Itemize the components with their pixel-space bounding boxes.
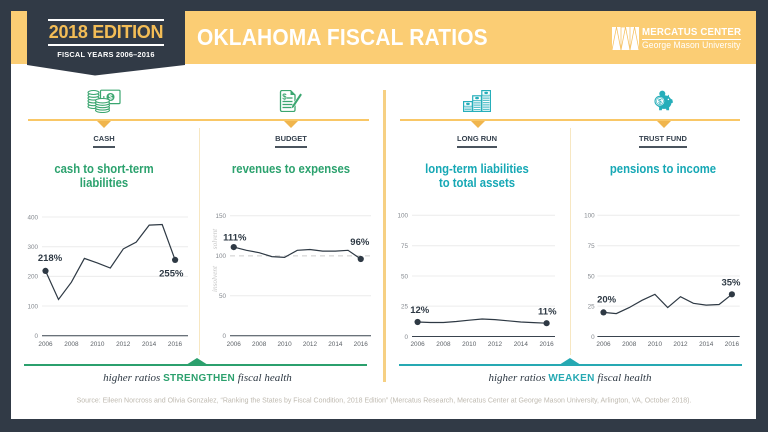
svg-text:2012: 2012 <box>116 341 131 348</box>
svg-text:2014: 2014 <box>699 341 714 348</box>
svg-text:400: 400 <box>27 214 38 221</box>
svg-text:0: 0 <box>222 333 226 340</box>
svg-text:50: 50 <box>219 293 227 300</box>
svg-text:100: 100 <box>397 213 408 220</box>
svg-text:2012: 2012 <box>303 341 318 348</box>
svg-text:2016: 2016 <box>725 341 740 348</box>
svg-text:insolvent: insolvent <box>211 265 219 292</box>
svg-text:$: $ <box>658 99 662 106</box>
svg-text:25: 25 <box>588 303 596 310</box>
svg-text:2016: 2016 <box>539 341 554 348</box>
svg-text:50: 50 <box>401 273 409 280</box>
svg-text:11%: 11% <box>538 307 557 318</box>
svg-text:2012: 2012 <box>488 341 503 348</box>
svg-text:218%: 218% <box>38 253 63 264</box>
svg-text:200: 200 <box>27 274 38 281</box>
svg-text:111%: 111% <box>223 232 247 243</box>
svg-text:20%: 20% <box>597 294 617 305</box>
svg-text:2010: 2010 <box>648 341 663 348</box>
svg-text:75: 75 <box>401 243 409 250</box>
svg-text:2014: 2014 <box>328 341 343 348</box>
svg-text:$: $ <box>108 93 112 102</box>
svg-text:2010: 2010 <box>462 341 477 348</box>
svg-text:2016: 2016 <box>354 341 369 348</box>
svg-text:2008: 2008 <box>252 341 267 348</box>
svg-text:2006: 2006 <box>38 341 53 348</box>
svg-text:0: 0 <box>34 333 38 340</box>
svg-text:2014: 2014 <box>142 341 157 348</box>
svg-text:2016: 2016 <box>168 341 183 348</box>
svg-text:300: 300 <box>27 244 38 251</box>
svg-text:2008: 2008 <box>64 341 79 348</box>
svg-text:2006: 2006 <box>410 341 425 348</box>
svg-text:2006: 2006 <box>227 341 242 348</box>
svg-text:25: 25 <box>401 303 409 310</box>
svg-text:2012: 2012 <box>673 341 688 348</box>
svg-text:50: 50 <box>588 273 596 280</box>
svg-text:2010: 2010 <box>90 341 105 348</box>
svg-text:35%: 35% <box>721 277 741 288</box>
svg-text:96%: 96% <box>350 237 370 248</box>
svg-text:2006: 2006 <box>596 341 611 348</box>
svg-text:255%: 255% <box>159 269 184 280</box>
svg-text:12%: 12% <box>410 305 430 316</box>
svg-text:2010: 2010 <box>277 341 292 348</box>
svg-text:2008: 2008 <box>622 341 637 348</box>
svg-text:0: 0 <box>404 334 408 341</box>
svg-text:2014: 2014 <box>514 341 529 348</box>
svg-text:$: $ <box>282 93 287 102</box>
svg-text:100: 100 <box>584 213 595 220</box>
svg-text:solvent: solvent <box>211 228 219 249</box>
svg-text:75: 75 <box>588 243 596 250</box>
svg-text:100: 100 <box>27 303 38 310</box>
svg-text:150: 150 <box>215 213 226 220</box>
svg-text:2008: 2008 <box>436 341 451 348</box>
svg-text:0: 0 <box>591 334 595 341</box>
svg-text:100: 100 <box>215 253 226 260</box>
